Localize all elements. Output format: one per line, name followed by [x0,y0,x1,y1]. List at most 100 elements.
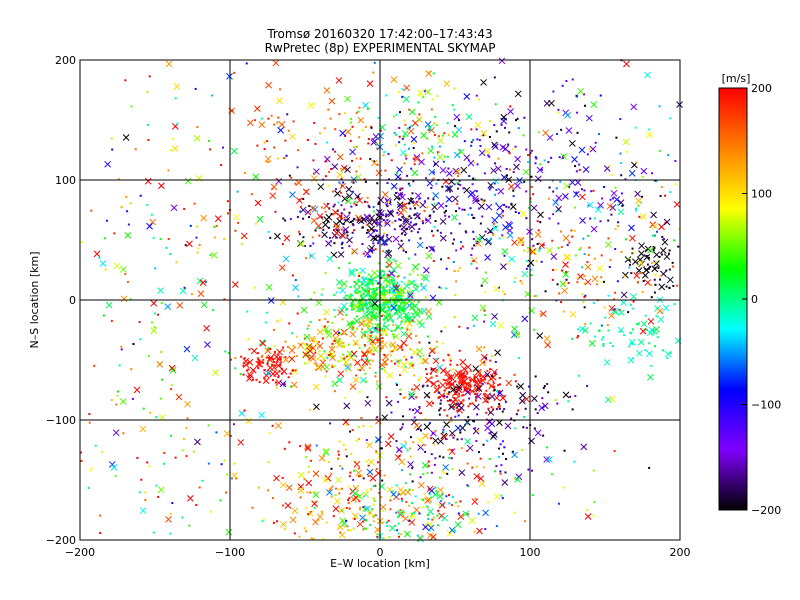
cross-marker [453,372,461,379]
dot-marker [495,465,498,468]
dot-marker [565,278,568,281]
dot-marker [400,320,403,323]
dot-marker [263,368,266,371]
dot-marker [479,145,482,148]
cross-marker [617,208,625,216]
cross-marker [439,367,447,374]
dot-marker [624,178,627,181]
dot-marker [376,282,379,285]
dot-marker [408,215,411,218]
dot-marker [367,255,370,258]
cross-marker [120,295,128,303]
dot-marker [384,222,387,225]
dot-marker [334,494,337,497]
cross-marker [445,195,453,203]
cross-marker [562,261,569,268]
dot-marker [409,207,412,210]
dot-marker [215,224,218,227]
dot-marker [402,249,405,252]
dot-marker [505,167,508,170]
dot-marker [398,126,401,129]
dot-marker [382,250,385,253]
dot-marker [537,229,540,232]
dot-marker [327,108,330,111]
dot-marker [582,301,585,304]
dot-marker [530,149,533,152]
dot-marker [381,479,384,482]
dot-marker [488,155,491,158]
dot-marker [409,289,412,292]
dot-marker [600,276,603,279]
dot-marker [417,263,420,266]
dot-marker [372,516,375,519]
dot-marker [226,200,229,203]
dot-marker [404,482,407,485]
cross-marker [584,263,592,271]
dot-marker [422,473,425,476]
dot-marker [440,258,443,261]
dot-marker [453,316,456,319]
dot-marker [598,329,601,332]
dot-marker [312,159,315,162]
cross-marker [346,236,353,244]
dot-marker [659,194,662,197]
cross-marker [381,238,388,246]
cross-marker [432,192,440,199]
dot-marker [276,360,279,363]
dot-marker [389,354,392,357]
cross-marker [606,202,614,210]
dot-marker [447,354,450,357]
cross-marker [380,293,388,301]
dot-marker [401,247,404,250]
dot-marker [385,333,388,336]
dot-marker [287,376,290,379]
dot-marker [366,223,369,226]
dot-marker [116,394,119,397]
dot-marker [366,350,369,353]
cross-marker [332,505,340,513]
dot-marker [394,144,397,147]
cross-marker [563,182,571,190]
cross-marker [256,360,264,368]
cross-marker [491,141,498,149]
dot-marker [414,495,417,498]
cross-marker [631,258,639,266]
dot-marker [475,465,478,468]
dot-marker [353,517,356,520]
dot-marker [201,479,204,482]
dot-marker [374,371,377,374]
dot-marker [557,222,560,225]
dot-marker [574,165,577,168]
dot-marker [411,512,414,515]
dot-marker [398,218,401,221]
dot-marker [494,470,497,473]
cross-marker [280,481,287,489]
dot-marker [517,127,520,130]
cross-marker [647,373,654,381]
dot-marker [160,378,163,381]
cross-marker [358,320,366,327]
dot-marker [375,219,378,222]
dot-marker [248,374,251,377]
dot-marker [542,387,545,390]
dot-marker [403,203,406,206]
dot-marker [314,491,317,494]
cross-marker [491,431,498,438]
dot-marker [175,261,178,264]
dot-marker [440,287,443,290]
dot-marker [487,154,490,157]
dot-marker [117,178,120,181]
dot-marker [547,197,550,200]
dot-marker [472,419,475,422]
dot-marker [312,538,315,541]
dot-marker [366,107,369,110]
dot-marker [90,209,93,212]
dot-marker [586,261,589,264]
dot-marker [345,308,348,311]
cross-marker [335,77,343,84]
dot-marker [302,217,305,220]
cross-marker [385,235,393,243]
dot-marker [237,221,240,224]
dot-marker [457,512,460,515]
cross-marker [460,365,468,373]
